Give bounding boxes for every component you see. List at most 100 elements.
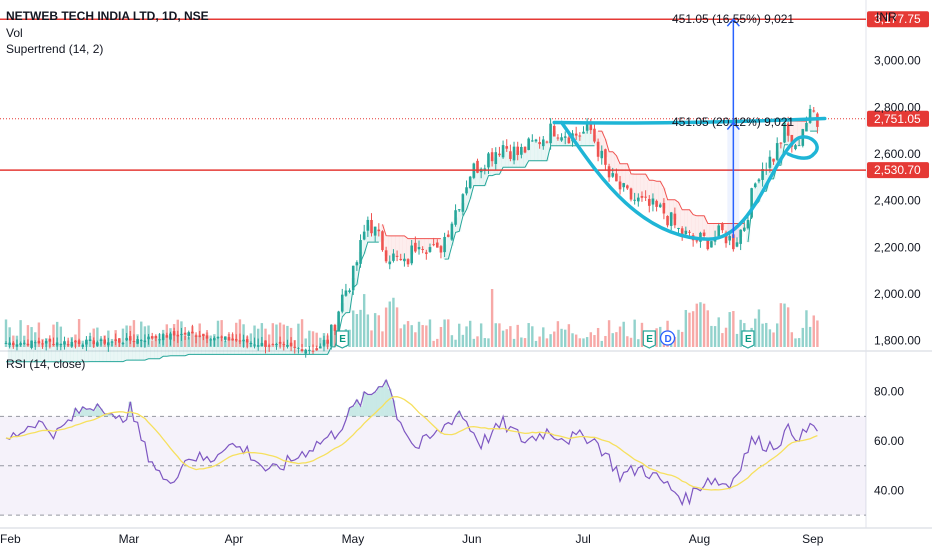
volume-bar [300, 319, 304, 347]
volume-bar [37, 322, 41, 347]
volume-bar [388, 301, 391, 347]
volume-bar [77, 319, 81, 347]
volume-bar [812, 315, 815, 347]
candle-body [794, 145, 797, 150]
supertrend-fill [285, 345, 290, 355]
measure-label-upper: 451.05 (16.55%) 9,021 [672, 12, 794, 26]
candle-body [81, 344, 85, 347]
volume-bar [315, 332, 318, 347]
volume-bar [282, 324, 285, 347]
candle-body [114, 339, 117, 341]
candle-body [454, 210, 457, 225]
volume-bar [490, 289, 494, 347]
volume-bar [680, 331, 684, 347]
volume-bar [765, 322, 768, 347]
volume-bar [121, 328, 125, 347]
rsi-overbought-fill [84, 409, 89, 417]
rsi-legend[interactable]: RSI (14, close) [6, 357, 86, 371]
cup-pattern [559, 120, 819, 241]
volume-bar [191, 326, 194, 347]
candle-body [596, 141, 600, 157]
candle-body [428, 247, 432, 252]
volume-bar [571, 333, 574, 347]
volume-bar [465, 326, 468, 347]
level-tag: 3,177.75 [867, 11, 929, 28]
time-tick-label: Sep [802, 532, 824, 546]
candle-body [224, 336, 227, 340]
candle-body [739, 229, 742, 244]
supertrend-fill [106, 343, 111, 362]
volume-bar [691, 311, 695, 347]
candle-body [443, 236, 446, 253]
candle-body [66, 344, 70, 346]
supertrend-fill [632, 174, 637, 200]
candle-body [373, 226, 377, 236]
supertrend-fill [464, 190, 469, 210]
candle-body [340, 294, 344, 312]
rsi-ma-line [5, 396, 818, 491]
candle-body [593, 128, 596, 142]
candle-body [640, 195, 644, 198]
rsi-overbought-fill [80, 406, 85, 417]
supertrend-fill [585, 127, 590, 146]
candle-body [658, 204, 662, 208]
volume-bar [556, 321, 560, 347]
horizontal-levels[interactable]: 3,177.75 2,530.70 2,751.05 [0, 11, 929, 179]
volume-bar [267, 334, 271, 347]
volume-bar [319, 337, 322, 347]
currency-label[interactable]: INR [876, 10, 897, 24]
event-marker-E: E [335, 330, 349, 349]
candle-body [582, 131, 585, 134]
price-axis[interactable]: 3,000.00 2,800.00 2,600.00 2,400.00 2,200.00… [874, 54, 921, 498]
time-axis[interactable]: Feb Mar Apr May Jun Jul Aug Sep [0, 532, 824, 546]
level-tag-box [867, 11, 929, 28]
candle-body [194, 335, 198, 337]
candle-body [560, 137, 563, 141]
supertrend-fill [387, 235, 392, 263]
drawings[interactable]: 451.05 (16.55%) 9,021 451.05 (20.12%) 9,0… [552, 12, 827, 241]
rsi-overbought-fill [457, 411, 462, 417]
candle-body [750, 188, 753, 218]
candle-body [44, 340, 48, 344]
candle-body [169, 333, 172, 340]
candle-body [600, 150, 604, 159]
volume-bar [604, 335, 607, 347]
volume-bar [362, 294, 366, 347]
event-markers[interactable]: E E ED [335, 330, 755, 349]
volume-bar [151, 340, 154, 347]
volume-bar [8, 327, 11, 347]
volume-bar [19, 320, 22, 347]
last-price-label: 2,751.05 [874, 112, 921, 126]
candle-body [527, 138, 530, 150]
supertrend-fill [621, 163, 626, 186]
candle-body [282, 344, 286, 346]
rsi-overbought-fill [347, 407, 352, 417]
supertrend-fill [676, 202, 681, 229]
supertrend-legend[interactable]: Supertrend (14, 2) [6, 42, 104, 56]
volume-bar [713, 326, 717, 347]
volume-bar [501, 330, 505, 347]
candle-body [384, 250, 388, 262]
volume-bar [26, 325, 30, 347]
symbol-title[interactable]: NETWEB TECH INDIA LTD, 1D, NSE [6, 9, 209, 23]
candle-body [333, 324, 337, 331]
vol-legend[interactable]: Vol [6, 26, 23, 40]
candle-body [421, 249, 424, 251]
volume-bar [710, 325, 713, 347]
supertrend-fill [497, 154, 502, 175]
volume-bar [801, 327, 804, 347]
candle-body [198, 335, 202, 337]
volume-bar [626, 336, 629, 347]
event-marker-box [659, 330, 676, 346]
candle-body [4, 343, 8, 345]
candle-body [8, 342, 11, 346]
candle-body [125, 337, 128, 341]
event-marker-label: E [745, 334, 752, 345]
candle-body [180, 333, 183, 335]
candle-body [213, 337, 216, 341]
measure-label-lower: 451.05 (20.12%) 9,021 [672, 115, 794, 129]
level-tag-label: 2,530.70 [874, 163, 921, 177]
candle-body [669, 212, 673, 226]
supertrend-fill [58, 343, 63, 362]
